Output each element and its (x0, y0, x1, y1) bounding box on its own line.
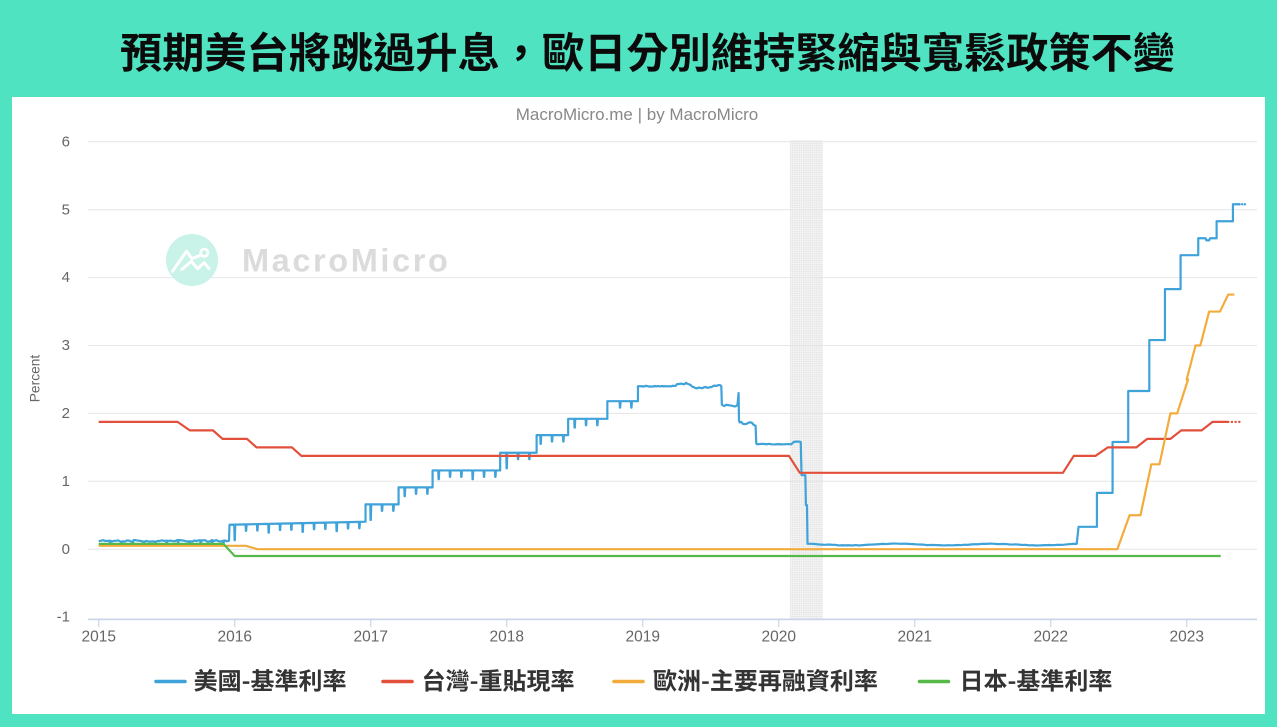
svg-text:2022: 2022 (1033, 629, 1067, 646)
svg-text:MacroMicro.me | by MacroMicro: MacroMicro.me | by MacroMicro (516, 105, 758, 124)
svg-text:6: 6 (62, 133, 70, 150)
svg-text:4: 4 (62, 269, 70, 286)
svg-text:2017: 2017 (353, 629, 387, 646)
svg-text:2016: 2016 (217, 629, 251, 646)
svg-text:2015: 2015 (81, 629, 115, 646)
svg-text:2021: 2021 (897, 629, 931, 646)
svg-text:2019: 2019 (625, 629, 659, 646)
svg-text:5: 5 (62, 201, 70, 218)
svg-text:2020: 2020 (761, 629, 796, 646)
svg-text:2018: 2018 (489, 629, 523, 646)
svg-text:MacroMicro: MacroMicro (242, 243, 450, 279)
svg-text:3: 3 (62, 337, 70, 354)
svg-text:0: 0 (62, 541, 70, 558)
svg-text:1: 1 (62, 473, 70, 490)
svg-text:Percent: Percent (28, 355, 43, 403)
svg-text:2023: 2023 (1169, 629, 1203, 646)
svg-text:2: 2 (62, 405, 70, 422)
svg-text:-1: -1 (57, 609, 70, 626)
